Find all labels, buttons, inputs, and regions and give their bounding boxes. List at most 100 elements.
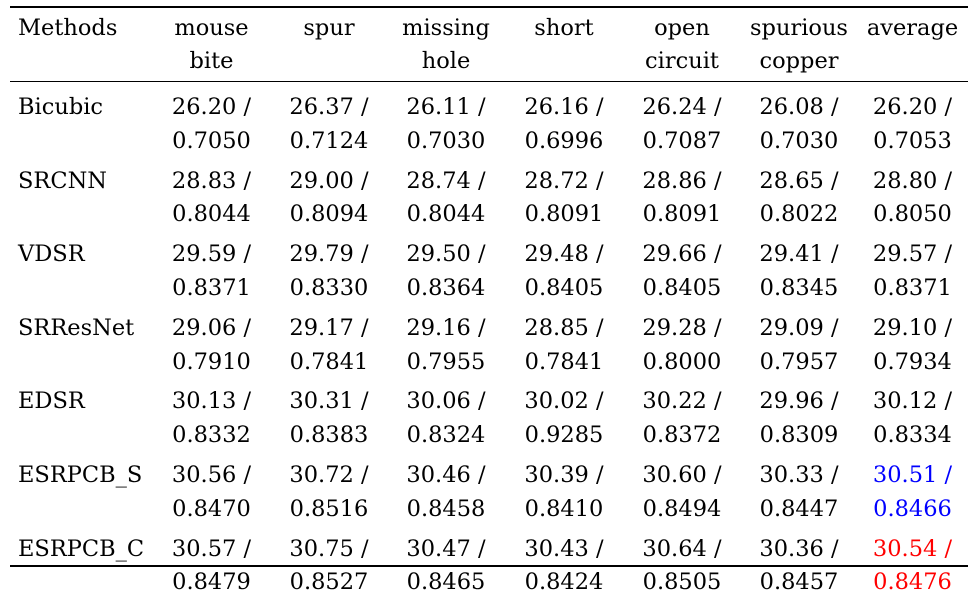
- cell-spurious-copper: 29.09 / 0.7957: [741, 306, 857, 380]
- psnr-value: 29.06 /: [171, 314, 252, 341]
- cell-missing-hole: 26.11 / 0.7030: [387, 85, 505, 159]
- cell-average: 30.54 / 0.8476: [857, 527, 968, 600]
- header-spur: spur: [303, 15, 355, 41]
- psnr-value: 30.39 /: [524, 461, 604, 488]
- header-average: average: [866, 15, 959, 41]
- ssim-value: 0.8364: [406, 274, 486, 301]
- cell-mouse-bite: 28.83 / 0.8044: [152, 159, 271, 233]
- ssim-value: 0.8094: [289, 201, 369, 228]
- ssim-value: 0.7030: [759, 127, 839, 154]
- ssim-value: 0.7957: [759, 348, 839, 375]
- method-name: EDSR: [18, 388, 85, 415]
- ssim-value: 0.7841: [524, 348, 604, 375]
- ssim-value: 0.8332: [172, 422, 251, 449]
- psnr-value: 29.00 /: [289, 167, 369, 194]
- cell-short: 30.02 / 0.9285: [505, 379, 623, 453]
- table-row: EDSR 30.13 / 0.8332 30.31 / 0.8383 30.06 / 0.8…: [10, 379, 968, 453]
- cell-spurious-copper: 29.96 / 0.8309: [741, 379, 857, 453]
- cell-spurious-copper: 26.08 / 0.7030: [741, 85, 857, 159]
- psnr-value: 26.16 /: [524, 94, 604, 120]
- table-row: SRCNN 28.83 / 0.8044 29.00 / 0.8094 28.74 / 0.…: [10, 159, 968, 233]
- ssim-value: 0.8371: [873, 274, 952, 301]
- ssim-value: 0.8458: [406, 495, 486, 522]
- psnr-value: 30.56 /: [171, 461, 252, 488]
- psnr-value: 30.72 /: [289, 461, 369, 488]
- psnr-value: 30.31 /: [289, 388, 369, 415]
- psnr-value: 29.48 /: [524, 241, 604, 268]
- psnr-value: 26.20 /: [171, 94, 252, 120]
- cell-short: 30.43 / 0.8424: [505, 527, 623, 600]
- ssim-value: 0.8476: [873, 569, 952, 596]
- method-name: Bicubic: [18, 94, 104, 120]
- psnr-value: 30.06 /: [406, 388, 486, 415]
- ssim-value: 0.7124: [289, 127, 369, 154]
- cell-spurious-copper: 30.33 / 0.8447: [741, 453, 857, 527]
- ssim-value: 0.8022: [759, 201, 839, 228]
- psnr-value: 30.60 /: [642, 461, 722, 488]
- header-short: short: [534, 15, 594, 41]
- ssim-value: 0.8371: [172, 274, 251, 301]
- cell-average: 29.10 / 0.7934: [857, 306, 968, 380]
- psnr-value: 29.57 /: [872, 241, 953, 268]
- psnr-value: 29.09 /: [759, 314, 839, 341]
- psnr-value: 30.64 /: [642, 535, 722, 562]
- ssim-value: 0.8465: [406, 569, 486, 596]
- psnr-value: 30.57 /: [171, 535, 252, 562]
- cell-mouse-bite: 26.20 / 0.7050: [152, 85, 271, 159]
- table-row: SRResNet 29.06 / 0.7910 29.17 / 0.7841 29.16 …: [10, 306, 968, 380]
- ssim-value: 0.8479: [172, 569, 251, 596]
- cell-missing-hole: 29.16 / 0.7955: [387, 306, 505, 380]
- cell-short: 28.72 / 0.8091: [505, 159, 623, 233]
- table-row: Bicubic 26.20 / 0.7050 26.37 / 0.7124 26.11 /…: [10, 85, 968, 159]
- cell-open-circuit: 29.28 / 0.8000: [623, 306, 741, 380]
- cell-spur: 26.37 / 0.7124: [271, 85, 387, 159]
- psnr-value: 29.59 /: [171, 241, 252, 268]
- header-methods: Methods: [18, 15, 118, 41]
- ssim-value: 0.8044: [406, 201, 486, 228]
- ssim-value: 0.8330: [289, 274, 369, 301]
- cell-mouse-bite: 29.59 / 0.8371: [152, 232, 271, 306]
- cell-missing-hole: 29.50 / 0.8364: [387, 232, 505, 306]
- results-table: Methods mouse bite spur missing hole sho…: [10, 8, 968, 600]
- ssim-value: 0.7841: [289, 348, 369, 375]
- cell-short: 29.48 / 0.8405: [505, 232, 623, 306]
- ssim-value: 0.7087: [642, 127, 722, 154]
- header-row: Methods mouse bite spur missing hole sho…: [10, 8, 968, 85]
- psnr-value: 30.33 /: [759, 461, 839, 488]
- cell-open-circuit: 30.22 / 0.8372: [623, 379, 741, 453]
- psnr-value: 30.13 /: [171, 388, 252, 415]
- psnr-value: 30.02 /: [524, 388, 604, 415]
- psnr-value: 29.10 /: [872, 314, 953, 341]
- results-table-figure: Methods mouse bite spur missing hole sho…: [10, 6, 968, 595]
- psnr-value: 30.43 /: [524, 535, 604, 562]
- cell-mouse-bite: 30.56 / 0.8470: [152, 453, 271, 527]
- ssim-value: 0.8091: [524, 201, 604, 228]
- cell-open-circuit: 29.66 / 0.8405: [623, 232, 741, 306]
- ssim-value: 0.7955: [406, 348, 486, 375]
- psnr-value: 28.83 /: [171, 167, 252, 194]
- cell-open-circuit: 26.24 / 0.7087: [623, 85, 741, 159]
- ssim-value: 0.8050: [873, 201, 952, 228]
- ssim-value: 0.8324: [406, 422, 486, 449]
- cell-spur: 30.75 / 0.8527: [271, 527, 387, 600]
- method-name: ESRPCB_S: [18, 461, 143, 488]
- header-rule: [10, 81, 968, 82]
- psnr-value: 28.86 /: [642, 167, 722, 194]
- cell-average: 28.80 / 0.8050: [857, 159, 968, 233]
- method-name: VDSR: [18, 241, 85, 268]
- cell-open-circuit: 28.86 / 0.8091: [623, 159, 741, 233]
- table-row: VDSR 29.59 / 0.8371 29.79 / 0.8330 29.50 / 0.8…: [10, 232, 968, 306]
- method-name: SRCNN: [18, 167, 107, 194]
- cell-spur: 29.17 / 0.7841: [271, 306, 387, 380]
- psnr-value: 26.20 /: [872, 94, 953, 120]
- psnr-value: 26.11 /: [406, 94, 486, 120]
- psnr-value: 26.08 /: [759, 94, 839, 120]
- ssim-value: 0.8405: [642, 274, 722, 301]
- psnr-value: 29.66 /: [642, 241, 722, 268]
- ssim-value: 0.8466: [873, 495, 952, 522]
- psnr-value: 29.79 /: [289, 241, 369, 268]
- table-row: ESRPCB_S 30.56 / 0.8470 30.72 / 0.8516 30.46 …: [10, 453, 968, 527]
- ssim-value: 0.6996: [524, 127, 604, 154]
- ssim-value: 0.8405: [524, 274, 604, 301]
- ssim-value: 0.8345: [759, 274, 839, 301]
